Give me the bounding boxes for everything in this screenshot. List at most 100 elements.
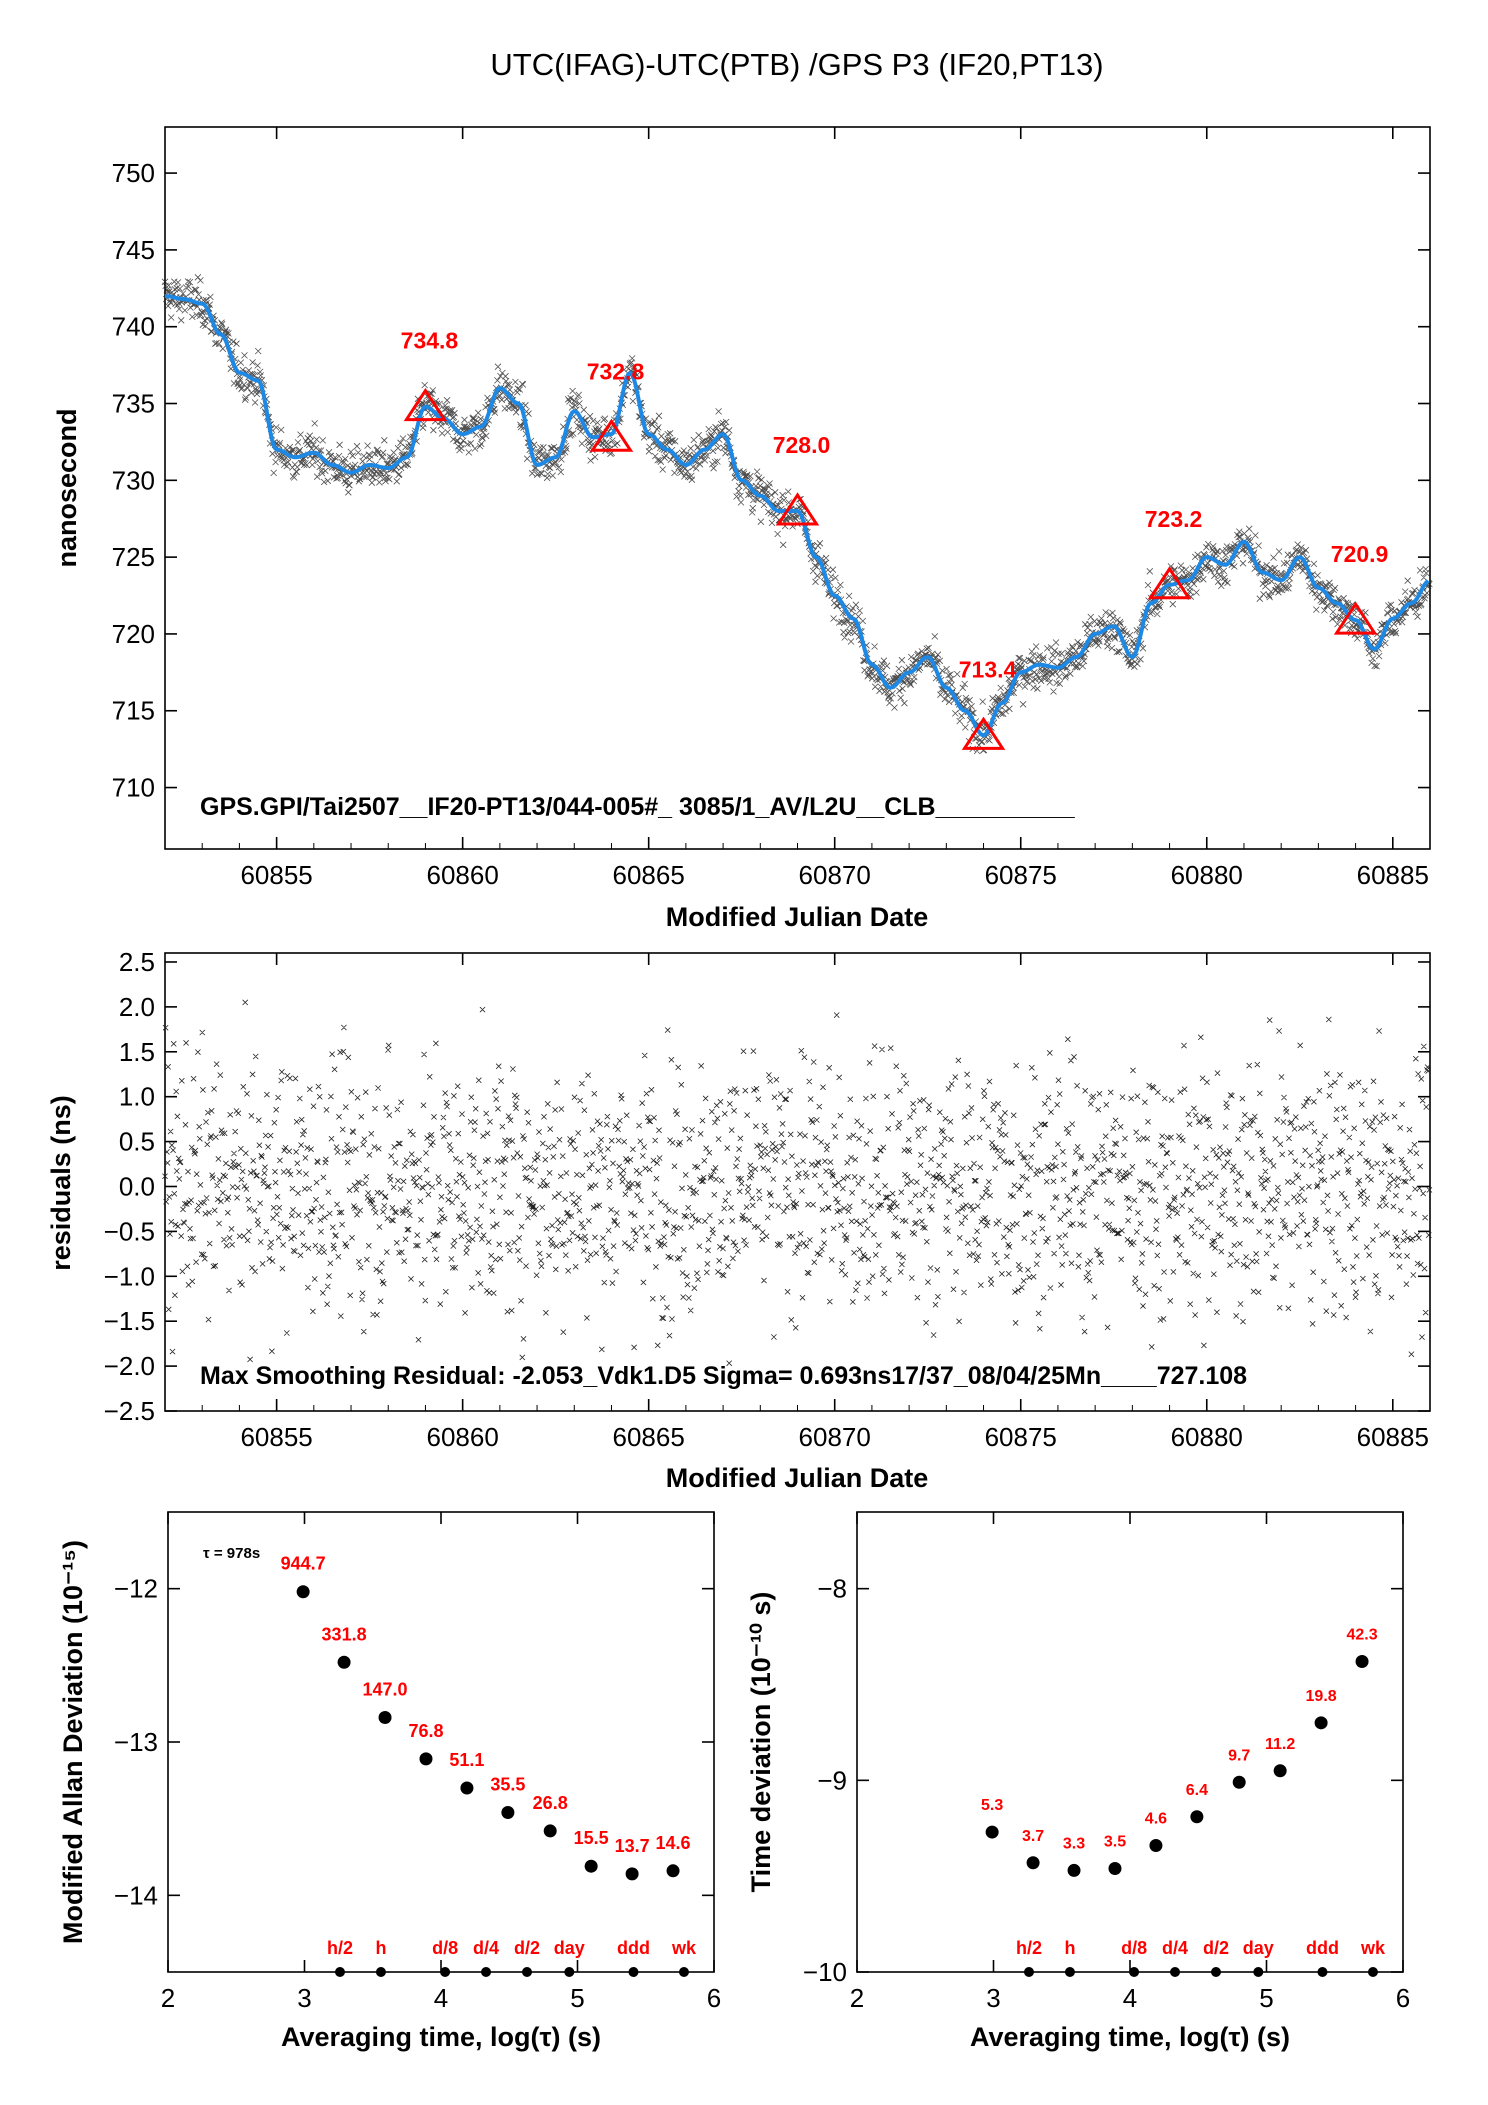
interval-marker-dot [1170, 1967, 1181, 1977]
interval-marker-label: ddd [617, 1938, 650, 1958]
x-tick-label: 60880 [1171, 1422, 1243, 1452]
deviation-value-label: 26.8 [533, 1793, 568, 1813]
interval-marker-label: day [1243, 1938, 1274, 1958]
deviation-point [1149, 1839, 1163, 1852]
triangle-marker [589, 418, 634, 452]
tdev-points: 5.3 3.7 3.3 3.5 4.6 6.4 9.7 11.2 19.8 42.3 h/2 h d/8… [981, 1627, 1386, 1977]
y-tick-label: 0.5 [119, 1127, 155, 1157]
x-tick-label: 6 [1396, 1983, 1410, 2013]
deviation-value-label: 13.7 [615, 1836, 650, 1856]
deviation-point [337, 1655, 351, 1669]
y-tick-label: −12 [114, 1574, 158, 1604]
y-tick-label: 720 [112, 619, 155, 649]
residual-cross-points [162, 999, 1433, 1367]
triangle-marker [1147, 566, 1192, 600]
deviation-point [296, 1585, 310, 1599]
deviation-point [543, 1824, 557, 1838]
deviation-point [625, 1867, 639, 1881]
raw-cross-points [161, 274, 1433, 755]
time-series-raw-points [161, 274, 1433, 755]
deviation-value-label: 9.7 [1228, 1747, 1250, 1764]
deviation-value-label: 76.8 [408, 1721, 443, 1741]
deviation-value-label: 331.8 [322, 1624, 367, 1644]
deviation-value-label: 11.2 [1265, 1736, 1295, 1753]
y-tick-label: 750 [112, 158, 155, 188]
time-series-ylabel: nanosecond [52, 408, 82, 567]
y-tick-label: −1.0 [104, 1261, 155, 1291]
x-tick-label: 60855 [240, 860, 312, 890]
y-tick-label: −0.5 [104, 1216, 155, 1246]
interval-marker-label: d/2 [1203, 1938, 1229, 1958]
x-tick-label: 5 [570, 1983, 584, 2013]
y-tick-label: 0.0 [119, 1171, 155, 1201]
tdev-xlabel: Averaging time, log(τ) (s) [970, 2022, 1290, 2052]
time-series-annotation: GPS.GPI/Tai2507__IF20-PT13/044-005#_ 308… [200, 793, 1076, 821]
y-tick-label: 735 [112, 389, 155, 419]
interval-marker-dot [440, 1967, 451, 1977]
x-tick-label: 60875 [985, 860, 1057, 890]
deviation-value-label: 944.7 [281, 1554, 326, 1574]
x-tick-label: 4 [1123, 1983, 1137, 2013]
tdev-frame [856, 1511, 1404, 1973]
y-tick-label: −2.0 [104, 1351, 155, 1381]
time-series-panel: 60855 60860 60865 60870 60875 60880 60885 710 71… [52, 126, 1433, 932]
x-tick-label: 60860 [426, 860, 498, 890]
interval-marker-dot [1023, 1967, 1034, 1977]
residuals-ylabel: residuals (ns) [46, 1095, 76, 1271]
deviation-value-label: 6.4 [1186, 1782, 1208, 1799]
y-tick-label: 1.5 [119, 1037, 155, 1067]
y-tick-label: −9 [817, 1765, 847, 1795]
deviation-point [460, 1781, 474, 1795]
deviation-value-label: 5.3 [981, 1797, 1003, 1814]
interval-marker-label: d/4 [1162, 1938, 1188, 1958]
interval-marker-dot [1317, 1967, 1328, 1977]
residuals-panel: 60855 60860 60865 60870 60875 60880 60885 −2.5 −… [46, 947, 1433, 1493]
x-tick-label: 3 [986, 1983, 1000, 2013]
y-tick-label: 725 [112, 542, 155, 572]
y-tick-label: −8 [817, 1574, 847, 1604]
residual-points [162, 999, 1433, 1367]
x-tick-label: 4 [434, 1983, 448, 2013]
x-tick-label: 60865 [613, 1422, 685, 1452]
interval-marker-dot [1367, 1967, 1378, 1977]
x-tick-label: 60855 [240, 1422, 312, 1452]
interval-marker-dot [521, 1967, 532, 1977]
deviation-value-label: 19.8 [1306, 1688, 1337, 1705]
tdev-panel: 2 3 4 5 6 −10 −9 −8 5.3 3.7 3.3 3.5 4.6 6.4 9.7 11.2 19… [746, 1511, 1410, 2052]
marker-value-label: 713.4 [959, 656, 1017, 682]
triangle-marker [403, 387, 448, 422]
interval-marker-dot [481, 1967, 492, 1977]
y-tick-label: 730 [112, 465, 155, 495]
y-tick-label: 745 [112, 235, 155, 265]
x-tick-label: 60865 [613, 860, 685, 890]
x-tick-label: 60885 [1357, 860, 1429, 890]
time-series-ticks: 60855 60860 60865 60870 60875 60880 60885 710 71… [112, 127, 1431, 890]
x-tick-label: 60870 [799, 1422, 871, 1452]
residuals-xlabel: Modified Julian Date [666, 1463, 929, 1493]
mdev-ylabel: Modified Allan Deviation (10⁻¹⁵) [58, 1540, 88, 1944]
deviation-point [419, 1752, 433, 1766]
deviation-value-label: 15.5 [574, 1828, 609, 1848]
x-tick-label: 60870 [799, 860, 871, 890]
interval-marker-dot [375, 1967, 386, 1977]
interval-marker-dot [1210, 1967, 1221, 1977]
tau0-label: τ = 978s [203, 1545, 260, 1562]
x-tick-label: 60860 [426, 1422, 498, 1452]
interval-marker-label: d/4 [473, 1938, 499, 1958]
y-tick-label: 1.0 [119, 1082, 155, 1112]
deviation-value-label: 3.7 [1022, 1828, 1044, 1845]
residuals-annotation: Max Smoothing Residual: -2.053_Vdk1.D5 S… [200, 1362, 1247, 1390]
residuals-frame [164, 952, 1431, 1412]
interval-marker-label: h/2 [1016, 1938, 1042, 1958]
interval-marker-label: wk [671, 1938, 697, 1958]
deviation-value-label: 3.3 [1063, 1835, 1085, 1852]
x-tick-label: 60875 [985, 1422, 1057, 1452]
deviation-point [1190, 1810, 1204, 1824]
time-series-frame [164, 126, 1431, 850]
interval-marker-dot [564, 1967, 575, 1977]
x-tick-label: 60880 [1171, 860, 1243, 890]
x-tick-label: 2 [850, 1983, 864, 2013]
mdev-frame [167, 1511, 715, 1973]
deviation-value-label: 35.5 [490, 1775, 525, 1795]
